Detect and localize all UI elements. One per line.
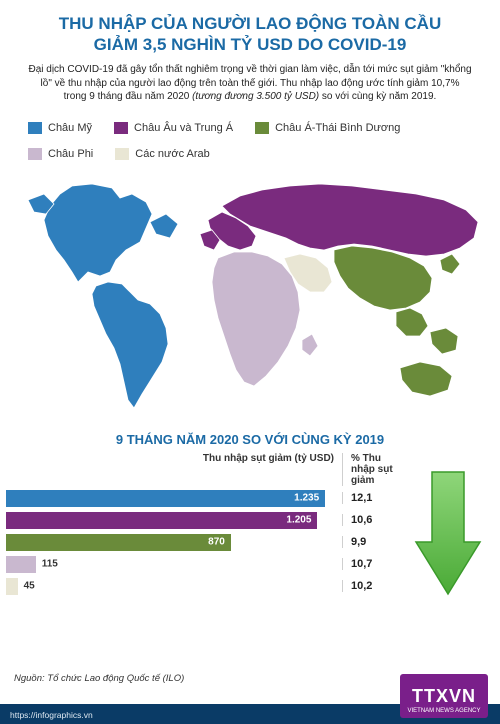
source-citation: Nguồn: Tổ chức Lao động Quốc tế (ILO): [14, 673, 184, 684]
legend-swatch: [114, 122, 128, 134]
bar-fill: 1.235: [6, 490, 325, 507]
legend-item: Châu Mỹ: [28, 122, 92, 134]
bar-row: 1.205 10,6: [6, 512, 404, 529]
bar-pct: 10,2: [342, 580, 404, 592]
legend-label: Châu Mỹ: [48, 122, 92, 134]
bar-value-label: 870: [208, 537, 225, 548]
bar-track: 870: [6, 534, 342, 551]
bar-fill: 870: [6, 534, 231, 551]
subtitle-emphasis: (tương đương 3.500 tỷ USD): [192, 91, 319, 102]
subtitle: Đại dịch COVID-19 đã gây tổn thất nghiêm…: [22, 63, 478, 104]
bar-row: 1.235 12,1: [6, 490, 404, 507]
region-americas: [28, 184, 178, 408]
bar-pct: 12,1: [342, 492, 404, 504]
region-asia-pacific: [334, 246, 460, 396]
footer: https://infographics.vn TTXVN VIETNAM NE…: [0, 686, 500, 724]
bar-value-label: 115: [42, 559, 58, 570]
legend-label: Châu Phi: [48, 148, 93, 160]
legend-label: Châu Âu và Trung Á: [134, 122, 233, 134]
bar-pct: 9,9: [342, 536, 404, 548]
legend-swatch: [255, 122, 269, 134]
bar-fill: [6, 578, 18, 595]
bar-track: 1.235: [6, 490, 342, 507]
bar-row: 870 9,9: [6, 534, 404, 551]
bar-track: 45: [6, 578, 342, 595]
main-title: THU NHẬP CỦA NGƯỜI LAO ĐỘNG TOÀN CẦU GIẢ…: [22, 14, 478, 55]
bar-track: 1.205: [6, 512, 342, 529]
arrow-icon: [412, 468, 484, 598]
region-europe-central-asia: [200, 184, 478, 256]
bar-pct: 10,6: [342, 514, 404, 526]
bar-value-label: 1.235: [294, 493, 319, 504]
world-map-svg: [0, 164, 500, 426]
legend-swatch: [28, 148, 42, 160]
header-income-drop: Thu nhập sụt giảm (tỷ USD): [6, 453, 342, 486]
bar-pct: 10,7: [342, 558, 404, 570]
title-line-2: GIẢM 3,5 NGHÌN TỶ USD DO COVID-19: [22, 35, 478, 56]
logo-text: TTXVN: [412, 686, 476, 707]
legend-item: Châu Phi: [28, 148, 93, 160]
bar-row: 45 10,2: [6, 578, 404, 595]
logo-subtext: VIETNAM NEWS AGENCY: [407, 708, 480, 714]
legend-label: Châu Á-Thái Bình Dương: [275, 122, 400, 134]
legend-item: Châu Âu và Trung Á: [114, 122, 233, 134]
bars-column: Thu nhập sụt giảm (tỷ USD) % Thu nhập sụ…: [6, 453, 412, 600]
legend-item: Châu Á-Thái Bình Dương: [255, 122, 400, 134]
bar-track: 115: [6, 556, 342, 573]
chart-section-title: 9 THÁNG NĂM 2020 SO VỚI CÙNG KỲ 2019: [0, 432, 500, 447]
bar-row: 115 10,7: [6, 556, 404, 573]
column-headers: Thu nhập sụt giảm (tỷ USD) % Thu nhập sụ…: [6, 453, 404, 486]
bar-rows: 1.235 12,1 1.205 10,6 870 9,9 115 10,7 45 10,2: [6, 490, 404, 595]
infographic-page: THU NHẬP CỦA NGƯỜI LAO ĐỘNG TOÀN CẦU GIẢ…: [0, 0, 500, 724]
logo-badge: TTXVN VIETNAM NEWS AGENCY: [400, 674, 488, 718]
legend-swatch: [28, 122, 42, 134]
bar-chart: Thu nhập sụt giảm (tỷ USD) % Thu nhập sụ…: [0, 447, 500, 600]
down-arrow: [412, 453, 484, 600]
header-pct-drop: % Thu nhập sụt giảm: [342, 453, 404, 486]
legend-swatch: [115, 148, 129, 160]
legend-label: Các nước Arab: [135, 148, 210, 160]
world-map: [0, 164, 500, 426]
title-line-1: THU NHẬP CỦA NGƯỜI LAO ĐỘNG TOÀN CẦU: [22, 14, 478, 35]
bar-value-label: 45: [24, 581, 35, 592]
header: THU NHẬP CỦA NGƯỜI LAO ĐỘNG TOÀN CẦU GIẢ…: [0, 0, 500, 112]
bar-fill: [6, 556, 36, 573]
legend-item: Các nước Arab: [115, 148, 210, 160]
footer-url: https://infographics.vn: [10, 710, 93, 720]
bar-value-label: 1.205: [286, 515, 311, 526]
map-legend: Châu Mỹ Châu Âu và Trung Á Châu Á-Thái Bìn…: [0, 112, 500, 164]
bar-fill: 1.205: [6, 512, 317, 529]
subtitle-text-b: so với cùng kỳ năm 2019.: [319, 91, 436, 102]
